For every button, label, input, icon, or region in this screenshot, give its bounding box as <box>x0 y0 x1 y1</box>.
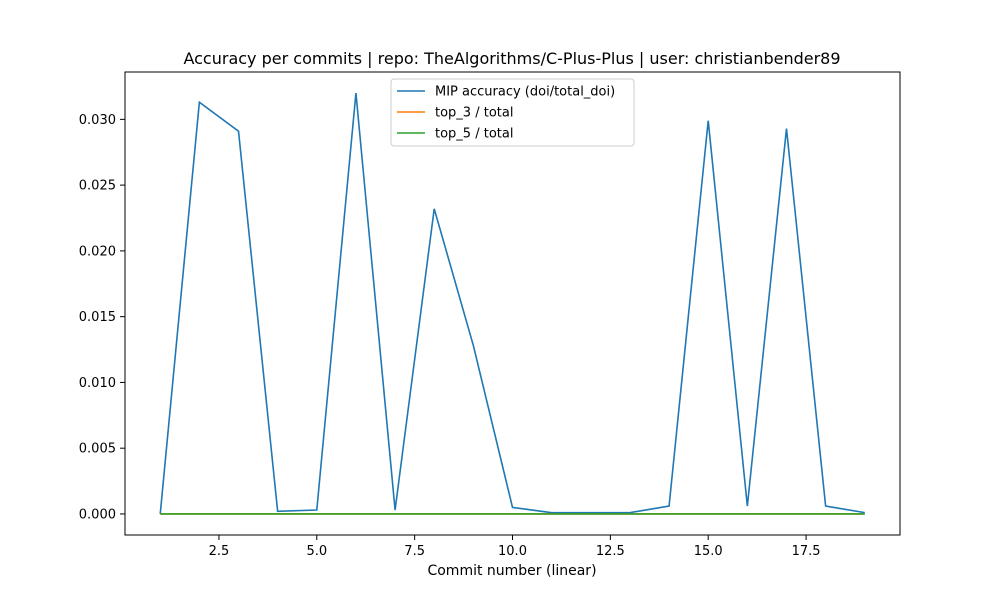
x-tick-label: 15.0 <box>694 544 723 559</box>
y-tick-label: 0.000 <box>79 507 116 522</box>
y-tick-label: 0.025 <box>79 179 116 194</box>
legend-label: top_3 / total <box>435 106 513 121</box>
y-tick-label: 0.030 <box>79 113 116 128</box>
x-tick-label: 12.5 <box>596 544 625 559</box>
x-tick-label: 17.5 <box>792 544 821 559</box>
x-tick-label: 2.5 <box>209 544 230 559</box>
legend-label: top_5 / total <box>435 127 513 142</box>
chart-title: Accuracy per commits | repo: TheAlgorith… <box>183 49 840 68</box>
legend: MIP accuracy (doi/total_doi) top_3 / tota… <box>390 78 635 147</box>
x-axis: 2.5 5.0 7.5 10.0 12.5 15.0 17.5 <box>209 535 821 559</box>
series-line-1 <box>159 92 865 515</box>
y-tick-label: 0.015 <box>79 310 116 325</box>
y-axis: 0.000 0.005 0.010 0.015 0.020 0.025 0.030 <box>79 113 125 522</box>
x-tick-label: 10.0 <box>498 544 527 559</box>
x-tick-label: 5.0 <box>306 544 327 559</box>
legend-label: MIP accuracy (doi/total_doi) <box>435 85 615 100</box>
y-tick-label: 0.010 <box>79 376 116 391</box>
legend-box <box>390 78 635 147</box>
x-tick-label: 7.5 <box>404 544 425 559</box>
y-tick-label: 0.005 <box>79 442 116 457</box>
series-lines <box>159 92 865 515</box>
x-axis-label: Commit number (linear) <box>427 563 596 579</box>
y-tick-label: 0.020 <box>79 244 116 259</box>
